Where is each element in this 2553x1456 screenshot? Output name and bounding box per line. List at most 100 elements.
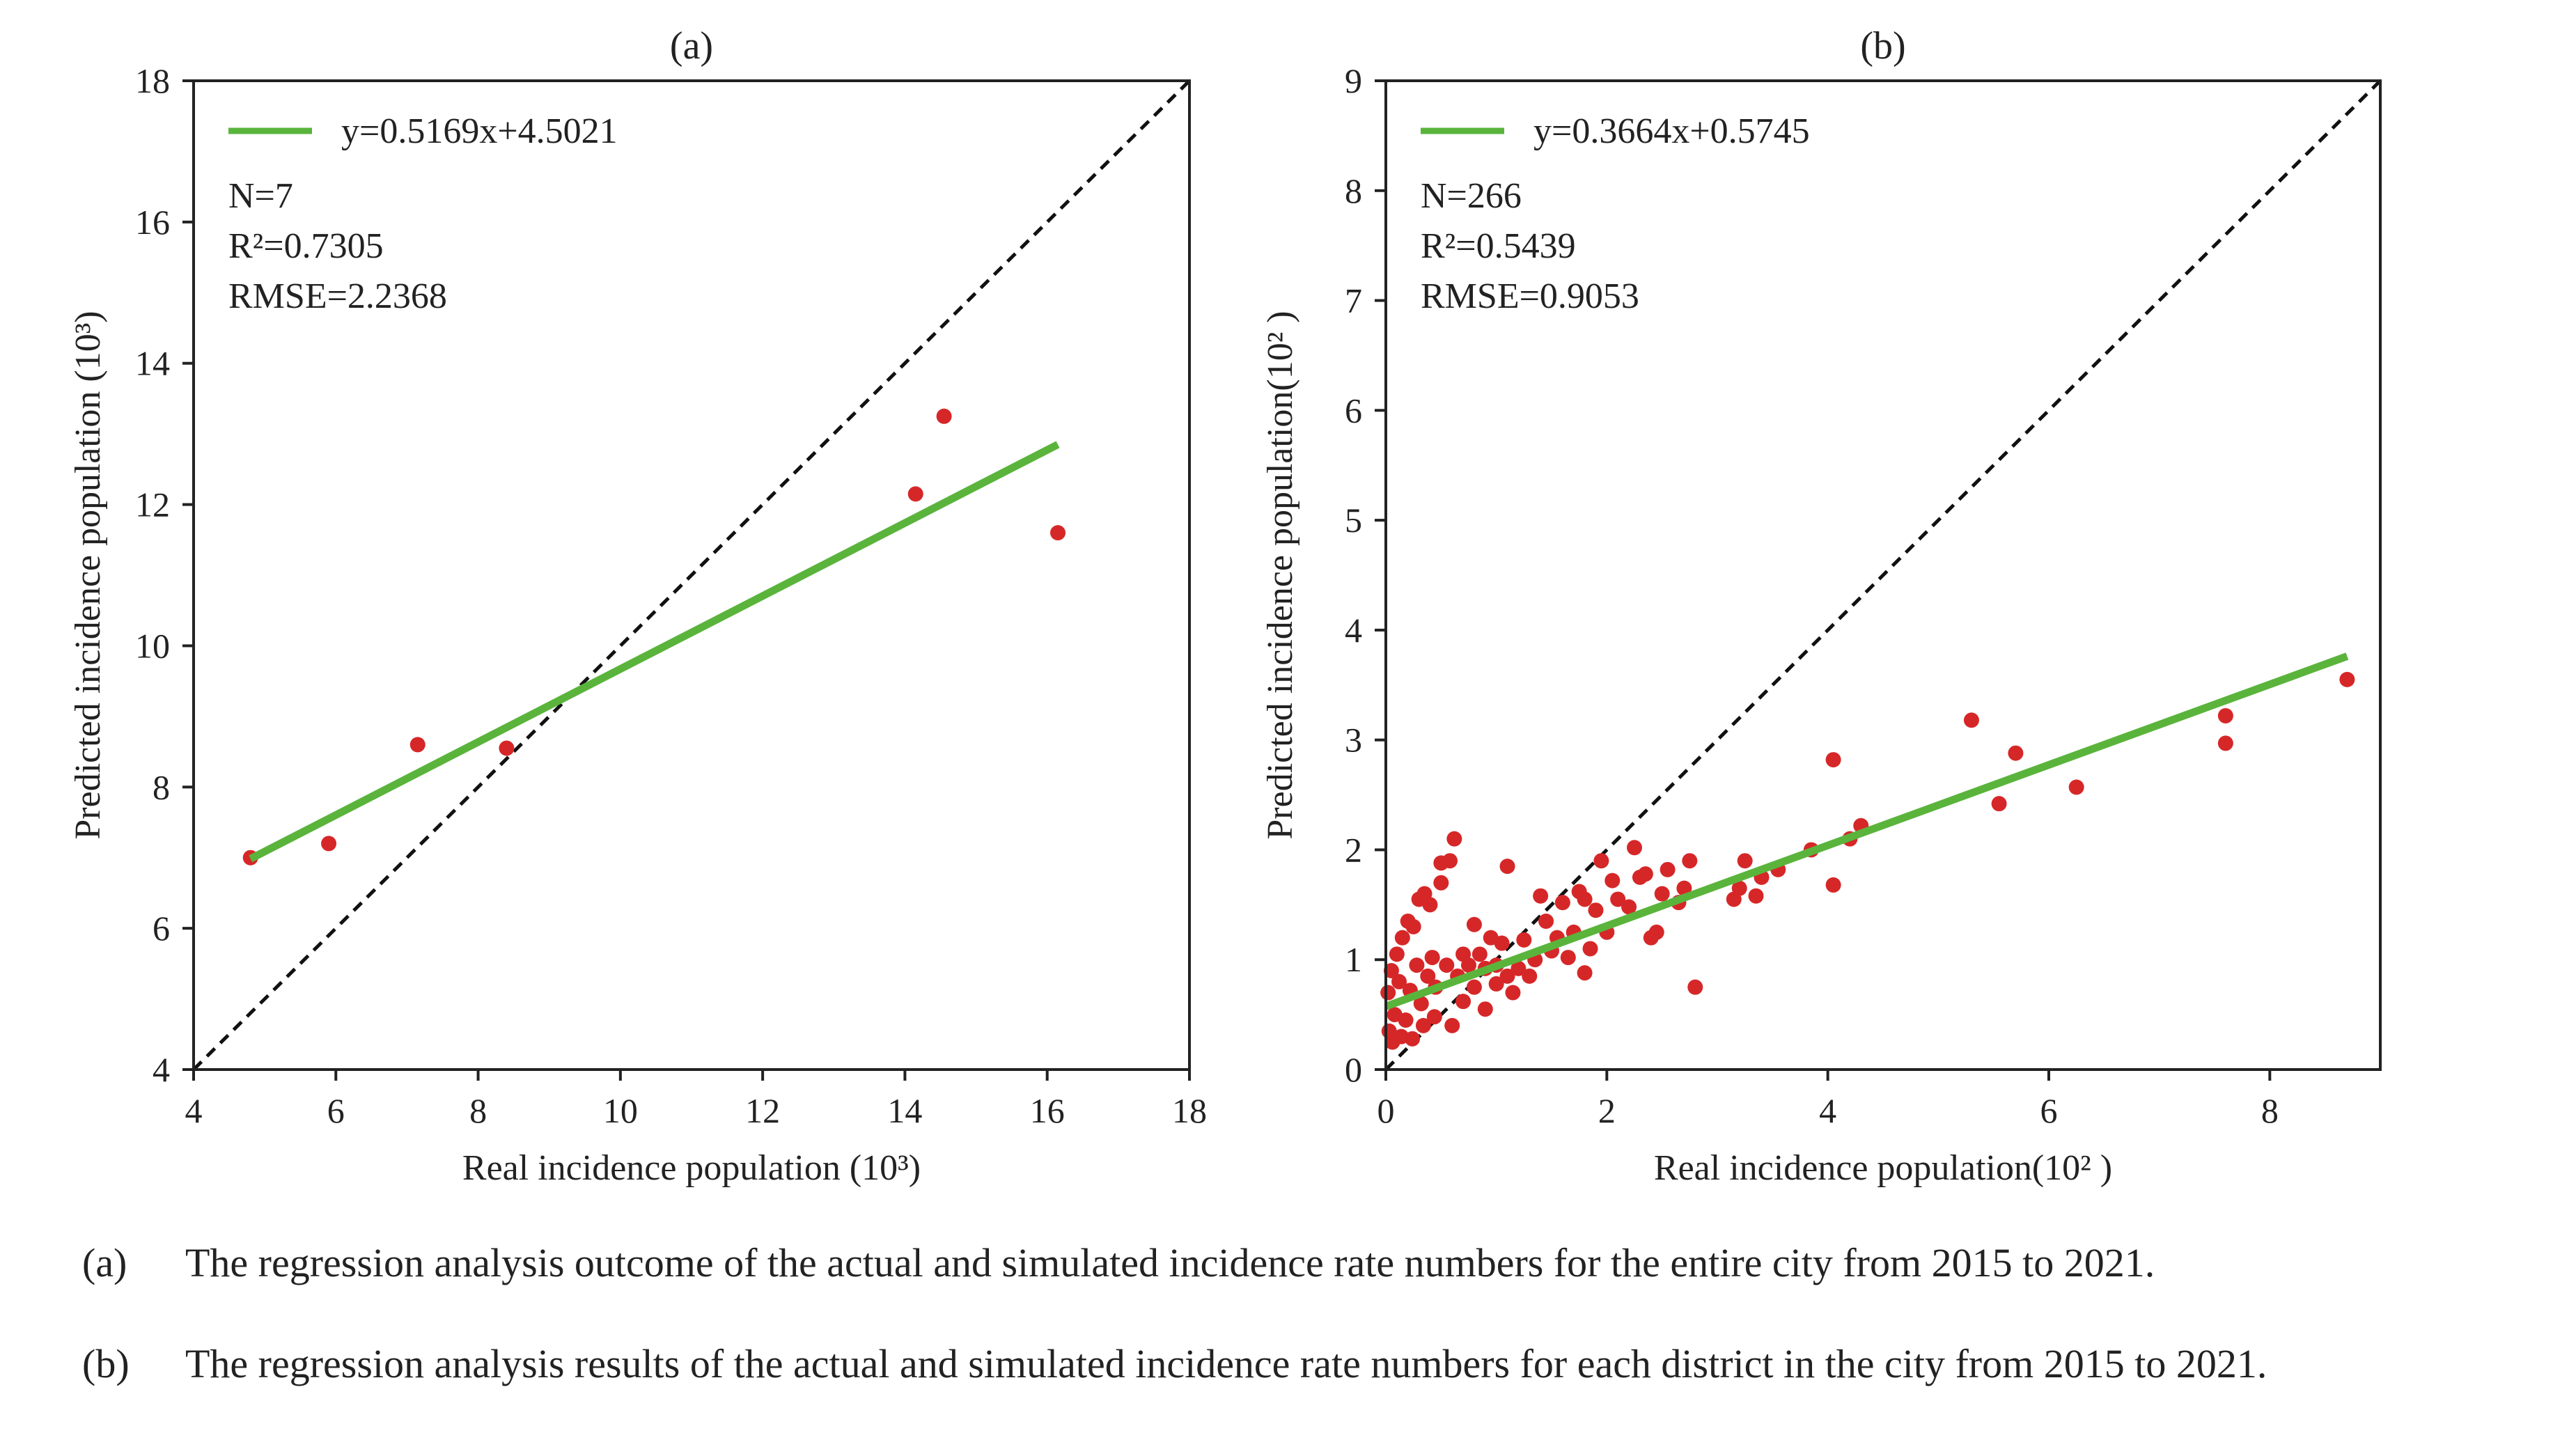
- x-tick-label: 0: [1377, 1091, 1395, 1130]
- data-point: [1825, 752, 1841, 768]
- data-point: [1660, 861, 1676, 877]
- data-point: [2068, 779, 2084, 795]
- data-point: [1554, 895, 1570, 911]
- data-point: [1420, 968, 1436, 984]
- data-point: [1516, 932, 1532, 948]
- x-tick-label: 8: [2261, 1091, 2279, 1130]
- data-point: [1466, 979, 1482, 995]
- data-point: [1582, 941, 1598, 957]
- y-tick-label: 7: [1345, 281, 1362, 320]
- data-point: [1538, 914, 1554, 929]
- y-tick-label: 14: [135, 344, 170, 383]
- data-point: [1455, 946, 1471, 962]
- data-point: [1466, 916, 1482, 932]
- data-point: [1571, 884, 1587, 900]
- data-point: [1676, 880, 1692, 896]
- data-point: [1411, 891, 1427, 907]
- data-point: [1748, 888, 1764, 904]
- data-point: [1737, 853, 1753, 869]
- stat-text: N=7: [228, 176, 293, 216]
- data-point: [1477, 1001, 1493, 1017]
- chart-panel-b: (b) 0 2 4 6 8 0 1 2 3 4 5 6 7 8 9 Real incidence populat…: [1260, 24, 2382, 1188]
- y-tick-label: 10: [135, 626, 170, 665]
- data-point: [321, 836, 337, 852]
- y-tick-label: 4: [1345, 611, 1362, 650]
- data-point: [1387, 1007, 1403, 1023]
- x-tick-label: 12: [745, 1091, 780, 1130]
- y-axis-label: Predicted incidence population(10² ): [1260, 311, 1300, 839]
- identity-line: [194, 81, 1189, 1070]
- figure-captions: (a) The regression analysis outcome of th…: [0, 1239, 2553, 1448]
- data-point: [1433, 875, 1449, 891]
- data-point: [2008, 745, 2024, 761]
- data-point: [1483, 930, 1499, 946]
- data-point: [1687, 979, 1703, 995]
- data-point: [1632, 869, 1648, 885]
- panel-label: (a): [670, 24, 713, 68]
- x-tick-label: 6: [327, 1091, 345, 1130]
- data-point: [1444, 1017, 1460, 1033]
- panel-label: (b): [1860, 24, 1905, 68]
- data-point: [1682, 853, 1698, 869]
- caption-label: (a): [82, 1240, 127, 1285]
- x-tick-label: 8: [469, 1091, 487, 1130]
- data-point: [1488, 976, 1504, 992]
- x-axis-label: Real incidence population(10² ): [1654, 1148, 2112, 1188]
- data-point: [1433, 855, 1449, 871]
- x-tick-label: 6: [2040, 1091, 2058, 1130]
- y-tick-label: 5: [1345, 501, 1362, 540]
- data-point: [1426, 1009, 1442, 1025]
- data-point: [1405, 1031, 1421, 1047]
- data-point: [1380, 985, 1396, 1001]
- data-point: [1533, 888, 1549, 904]
- data-point: [409, 737, 426, 753]
- axes-frame: [192, 79, 1191, 1071]
- stat-text: R²=0.5439: [1421, 226, 1576, 266]
- data-point: [1610, 891, 1626, 907]
- data-point: [1621, 899, 1637, 915]
- data-point: [1424, 950, 1440, 966]
- stat-text: R²=0.7305: [228, 226, 384, 266]
- y-tick-label: 0: [1345, 1050, 1362, 1089]
- data-point: [1413, 996, 1429, 1012]
- data-point: [1499, 968, 1515, 984]
- y-tick-label: 18: [135, 61, 170, 100]
- data-point: [1588, 902, 1604, 918]
- y-axis-label: Predicted incidence population (10³): [68, 311, 108, 839]
- data-point: [1505, 985, 1521, 1001]
- chart-panel-a: (a) 4 6 8 10 12 14 16 18 4 6 8 10 12 14 16 18 Real incide…: [68, 24, 1207, 1188]
- data-point: [1627, 840, 1642, 856]
- data-point: [1394, 930, 1410, 946]
- fit-line: [249, 441, 1060, 863]
- data-point: [1409, 957, 1425, 973]
- stat-text: N=266: [1421, 176, 1522, 216]
- data-point: [1050, 525, 1066, 541]
- data-point: [1439, 957, 1455, 973]
- data-point: [1415, 1017, 1431, 1033]
- caption-label: (b): [82, 1341, 130, 1386]
- data-point: [1455, 994, 1471, 1010]
- y-tick-label: 3: [1345, 721, 1362, 760]
- legend-label: y=0.5169x+4.5021: [341, 111, 618, 151]
- fit-line: [1386, 652, 2349, 1010]
- y-tick-label: 8: [1345, 171, 1362, 210]
- data-point: [1389, 946, 1405, 962]
- y-tick-label: 12: [135, 485, 170, 524]
- identity-line: [1386, 81, 2380, 1070]
- axes-frame: [1384, 79, 2382, 1071]
- legend-label: y=0.3664x+0.5745: [1533, 111, 1810, 151]
- data-point: [1471, 946, 1488, 962]
- data-point: [1605, 872, 1621, 889]
- data-point: [1654, 886, 1670, 902]
- data-point: [936, 408, 952, 424]
- data-point: [499, 740, 515, 756]
- y-tick-label: 4: [153, 1050, 170, 1089]
- data-point: [1400, 914, 1416, 929]
- caption-a: (a) The regression analysis outcome of th…: [82, 1239, 2155, 1286]
- data-point: [907, 486, 923, 502]
- data-point: [1593, 853, 1609, 869]
- caption-b: (b) The regression analysis results of th…: [82, 1340, 2267, 1387]
- x-tick-label: 2: [1598, 1091, 1616, 1130]
- data-point: [1383, 963, 1399, 978]
- y-tick-label: 1: [1345, 940, 1362, 979]
